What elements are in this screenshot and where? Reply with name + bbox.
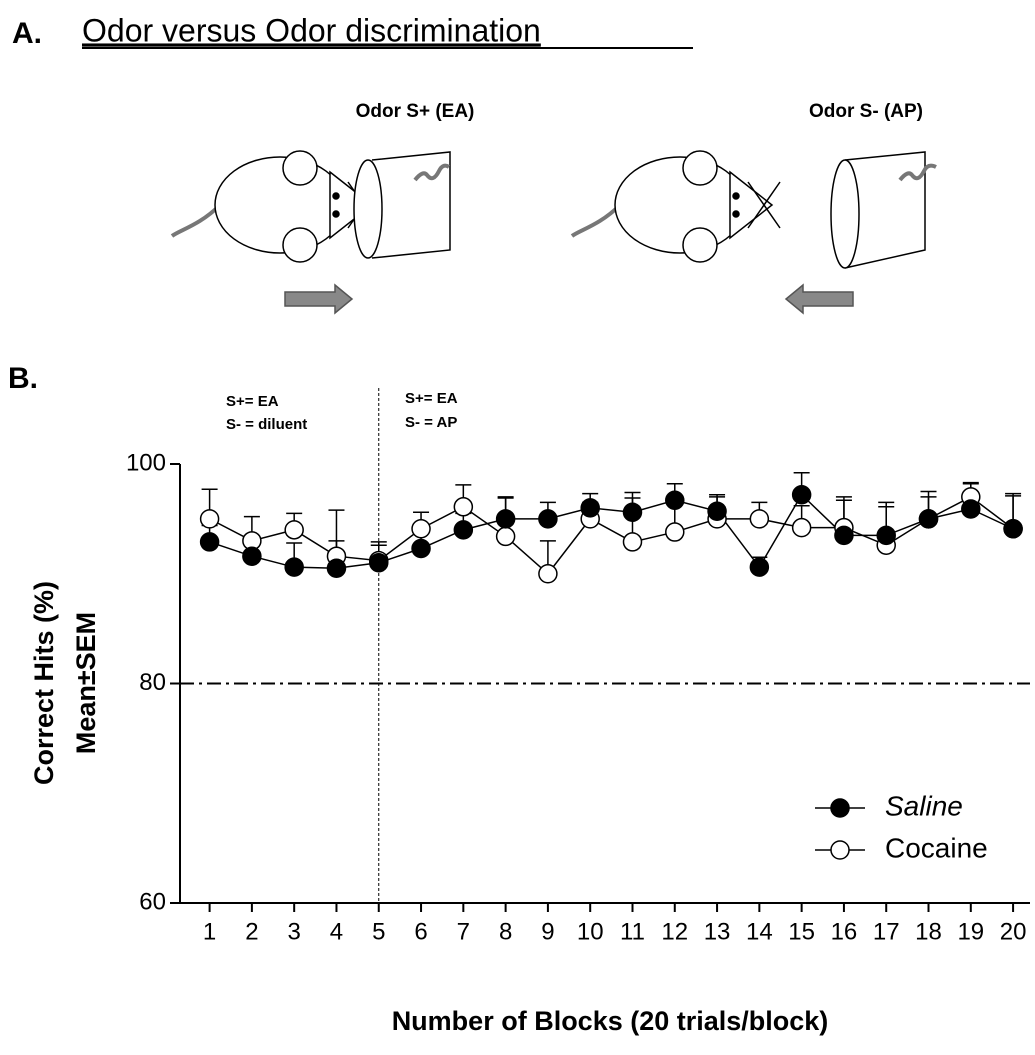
marker bbox=[749, 557, 770, 577]
legend-label: Cocaine bbox=[885, 832, 988, 863]
annotation: S- = diluent bbox=[226, 416, 307, 433]
marker bbox=[791, 484, 812, 505]
annotation: S+= EA bbox=[405, 390, 458, 407]
marker bbox=[918, 509, 939, 529]
x-tick-label: 19 bbox=[957, 918, 984, 945]
marker bbox=[411, 538, 431, 559]
panel-letter: B. bbox=[8, 362, 38, 395]
marker bbox=[665, 490, 685, 510]
marker bbox=[326, 558, 347, 579]
x-tick-label: 10 bbox=[577, 918, 604, 945]
marker bbox=[199, 532, 220, 552]
marker bbox=[834, 525, 854, 546]
x-tick-label: 8 bbox=[499, 918, 512, 945]
marker bbox=[495, 526, 516, 547]
y-tick-label: 80 bbox=[139, 669, 166, 696]
marker bbox=[538, 564, 558, 584]
marker bbox=[749, 509, 770, 529]
marker bbox=[1003, 519, 1023, 539]
legend-marker bbox=[830, 840, 850, 860]
marker bbox=[453, 497, 474, 517]
x-tick-label: 18 bbox=[915, 918, 942, 945]
marker bbox=[411, 519, 431, 539]
legend-label: Saline bbox=[885, 790, 963, 821]
marker bbox=[242, 546, 262, 566]
x-tick-label: 13 bbox=[704, 918, 731, 945]
marker bbox=[369, 553, 389, 573]
marker bbox=[876, 525, 896, 546]
x-tick-label: 20 bbox=[1000, 918, 1027, 945]
x-tick-label: 15 bbox=[788, 918, 815, 945]
x-tick-label: 6 bbox=[414, 918, 427, 945]
x-tick-label: 2 bbox=[245, 918, 258, 945]
x-tick-label: 12 bbox=[661, 918, 688, 945]
x-tick-label: 5 bbox=[372, 918, 385, 945]
y-axis-label: Mean±SEM bbox=[71, 612, 101, 754]
panel-title: Odor versus Odor discrimination bbox=[82, 12, 541, 48]
mouse-diagram bbox=[170, 150, 937, 315]
marker bbox=[284, 520, 304, 540]
marker bbox=[199, 509, 220, 529]
legend-marker bbox=[830, 798, 850, 818]
x-tick-label: 11 bbox=[620, 918, 645, 945]
odor-label: Odor S- (AP) bbox=[809, 101, 923, 122]
annotation: S+= EA bbox=[226, 393, 279, 410]
x-tick-label: 4 bbox=[330, 918, 343, 945]
marker bbox=[538, 509, 558, 529]
y-tick-label: 100 bbox=[126, 449, 166, 476]
marker bbox=[622, 502, 643, 523]
x-tick-label: 17 bbox=[873, 918, 900, 945]
panel-letter: A. bbox=[12, 17, 42, 50]
annotation: S- = AP bbox=[405, 414, 457, 431]
marker bbox=[665, 522, 685, 542]
marker bbox=[284, 557, 304, 577]
y-axis-label: Correct Hits (%) bbox=[29, 581, 59, 785]
marker bbox=[453, 520, 474, 540]
x-tick-label: 16 bbox=[831, 918, 858, 945]
x-tick-label: 7 bbox=[457, 918, 470, 945]
marker bbox=[495, 509, 516, 529]
x-tick-label: 14 bbox=[746, 918, 773, 945]
x-tick-label: 3 bbox=[287, 918, 300, 945]
marker bbox=[961, 499, 981, 519]
marker bbox=[707, 501, 727, 521]
marker bbox=[791, 517, 812, 538]
x-tick-label: 9 bbox=[541, 918, 554, 945]
marker bbox=[580, 498, 600, 518]
marker bbox=[622, 532, 643, 552]
y-tick-label: 60 bbox=[139, 888, 166, 915]
odor-label: Odor S+ (EA) bbox=[356, 101, 475, 122]
x-axis-label: Number of Blocks (20 trials/block) bbox=[392, 1006, 829, 1036]
x-tick-label: 1 bbox=[203, 918, 216, 945]
